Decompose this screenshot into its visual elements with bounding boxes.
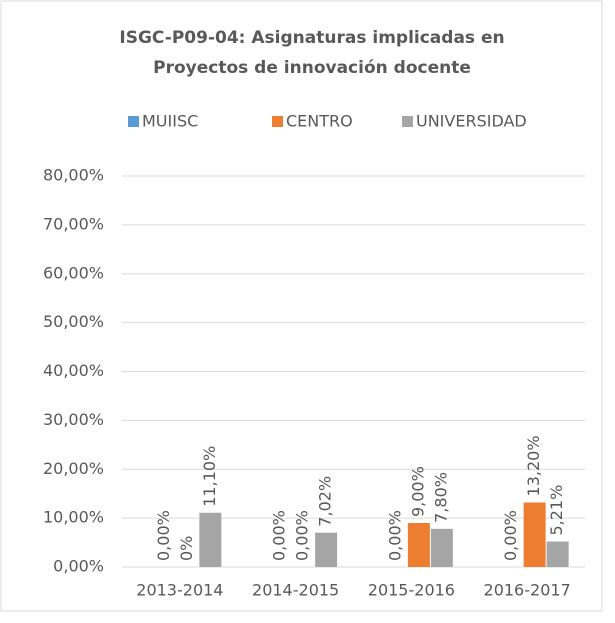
data-label: 11,10% — [200, 446, 219, 507]
bar — [199, 512, 222, 567]
data-label: 5,21% — [547, 485, 566, 536]
data-label: 0,00% — [501, 510, 520, 561]
y-tick-label: 80,00% — [43, 166, 104, 185]
data-label: 0% — [177, 536, 196, 561]
y-tick-label: 70,00% — [43, 214, 104, 233]
bar — [407, 523, 430, 567]
legend-swatch — [402, 116, 413, 127]
data-label: 0,00% — [385, 510, 404, 561]
data-label: 13,20% — [524, 435, 543, 496]
y-tick-label: 40,00% — [43, 361, 104, 380]
bar — [430, 528, 453, 567]
y-tick-label: 60,00% — [43, 263, 104, 282]
y-tick-label: 20,00% — [43, 459, 104, 478]
x-tick-label: 2014-2015 — [252, 581, 339, 600]
data-label: 7,02% — [316, 476, 335, 527]
y-tick-label: 50,00% — [43, 312, 104, 331]
x-tick-label: 2016-2017 — [484, 581, 571, 600]
legend-label: CENTRO — [286, 112, 353, 131]
y-tick-label: 0,00% — [53, 557, 104, 576]
y-tick-label: 30,00% — [43, 410, 104, 429]
chart-title: ISGC-P09-04: Asignaturas implicadas en — [119, 28, 504, 48]
data-label: 7,80% — [431, 472, 450, 523]
legend-swatch — [272, 116, 283, 127]
bar — [546, 541, 569, 567]
legend-label: UNIVERSIDAD — [416, 112, 527, 131]
data-label: 0,00% — [293, 510, 312, 561]
legend-label: MUIISC — [142, 112, 198, 131]
chart-title: Proyectos de innovación docente — [153, 58, 471, 78]
bar — [523, 502, 546, 567]
chart-border — [0, 0, 603, 612]
y-tick-label: 10,00% — [43, 508, 104, 527]
data-label: 9,00% — [408, 466, 427, 517]
data-label: 0,00% — [154, 510, 173, 561]
x-tick-label: 2013-2014 — [136, 581, 223, 600]
data-label: 0,00% — [270, 510, 289, 561]
bar — [315, 532, 338, 567]
legend-swatch — [128, 116, 139, 127]
x-tick-label: 2015-2016 — [368, 581, 455, 600]
